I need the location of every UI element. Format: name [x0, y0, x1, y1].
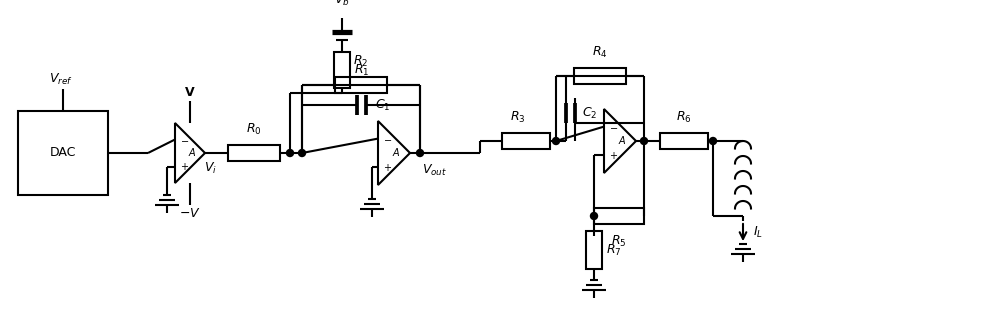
Circle shape — [552, 137, 560, 144]
Text: $V_i$: $V_i$ — [204, 161, 216, 176]
Text: A: A — [188, 148, 195, 158]
Bar — [574, 68, 626, 84]
Text: $-$: $-$ — [383, 134, 392, 144]
Text: $C_2$: $C_2$ — [582, 106, 597, 121]
Text: $+$: $+$ — [180, 161, 189, 172]
Text: $+$: $+$ — [383, 162, 392, 173]
Bar — [594, 208, 644, 224]
Circle shape — [590, 212, 598, 219]
Bar — [586, 231, 602, 269]
Text: $R_2$: $R_2$ — [353, 54, 369, 69]
Text: A: A — [618, 136, 625, 146]
Text: A: A — [392, 148, 399, 158]
Text: V: V — [185, 86, 195, 99]
Text: $R_3$: $R_3$ — [510, 110, 526, 125]
Text: $R_0$: $R_0$ — [246, 122, 262, 137]
Bar — [502, 133, 550, 149]
Text: $R_5$: $R_5$ — [611, 234, 627, 249]
Text: $-V$: $-V$ — [179, 207, 201, 220]
Circle shape — [298, 149, 306, 156]
Circle shape — [287, 149, 294, 156]
Circle shape — [710, 137, 716, 144]
Text: $I_L$: $I_L$ — [753, 225, 763, 240]
Text: $R_7$: $R_7$ — [606, 242, 622, 258]
Circle shape — [416, 149, 424, 156]
Text: $R_6$: $R_6$ — [676, 110, 692, 125]
Text: $V_{ref}$: $V_{ref}$ — [49, 72, 73, 87]
Text: $C_1$: $C_1$ — [375, 97, 390, 113]
Bar — [228, 145, 280, 161]
Bar — [335, 77, 387, 93]
Text: $+$: $+$ — [609, 150, 618, 161]
Text: DAC: DAC — [50, 147, 76, 160]
Text: $-$: $-$ — [609, 121, 618, 132]
Text: $R_1$: $R_1$ — [354, 62, 369, 78]
Bar — [18, 111, 108, 195]
Bar — [660, 133, 708, 149]
Bar — [334, 52, 350, 88]
Circle shape — [640, 137, 648, 144]
Text: $R_4$: $R_4$ — [592, 45, 608, 60]
Text: $-$: $-$ — [180, 135, 189, 144]
Text: $V_{out}$: $V_{out}$ — [422, 163, 447, 178]
Text: $V_b$: $V_b$ — [334, 0, 350, 8]
